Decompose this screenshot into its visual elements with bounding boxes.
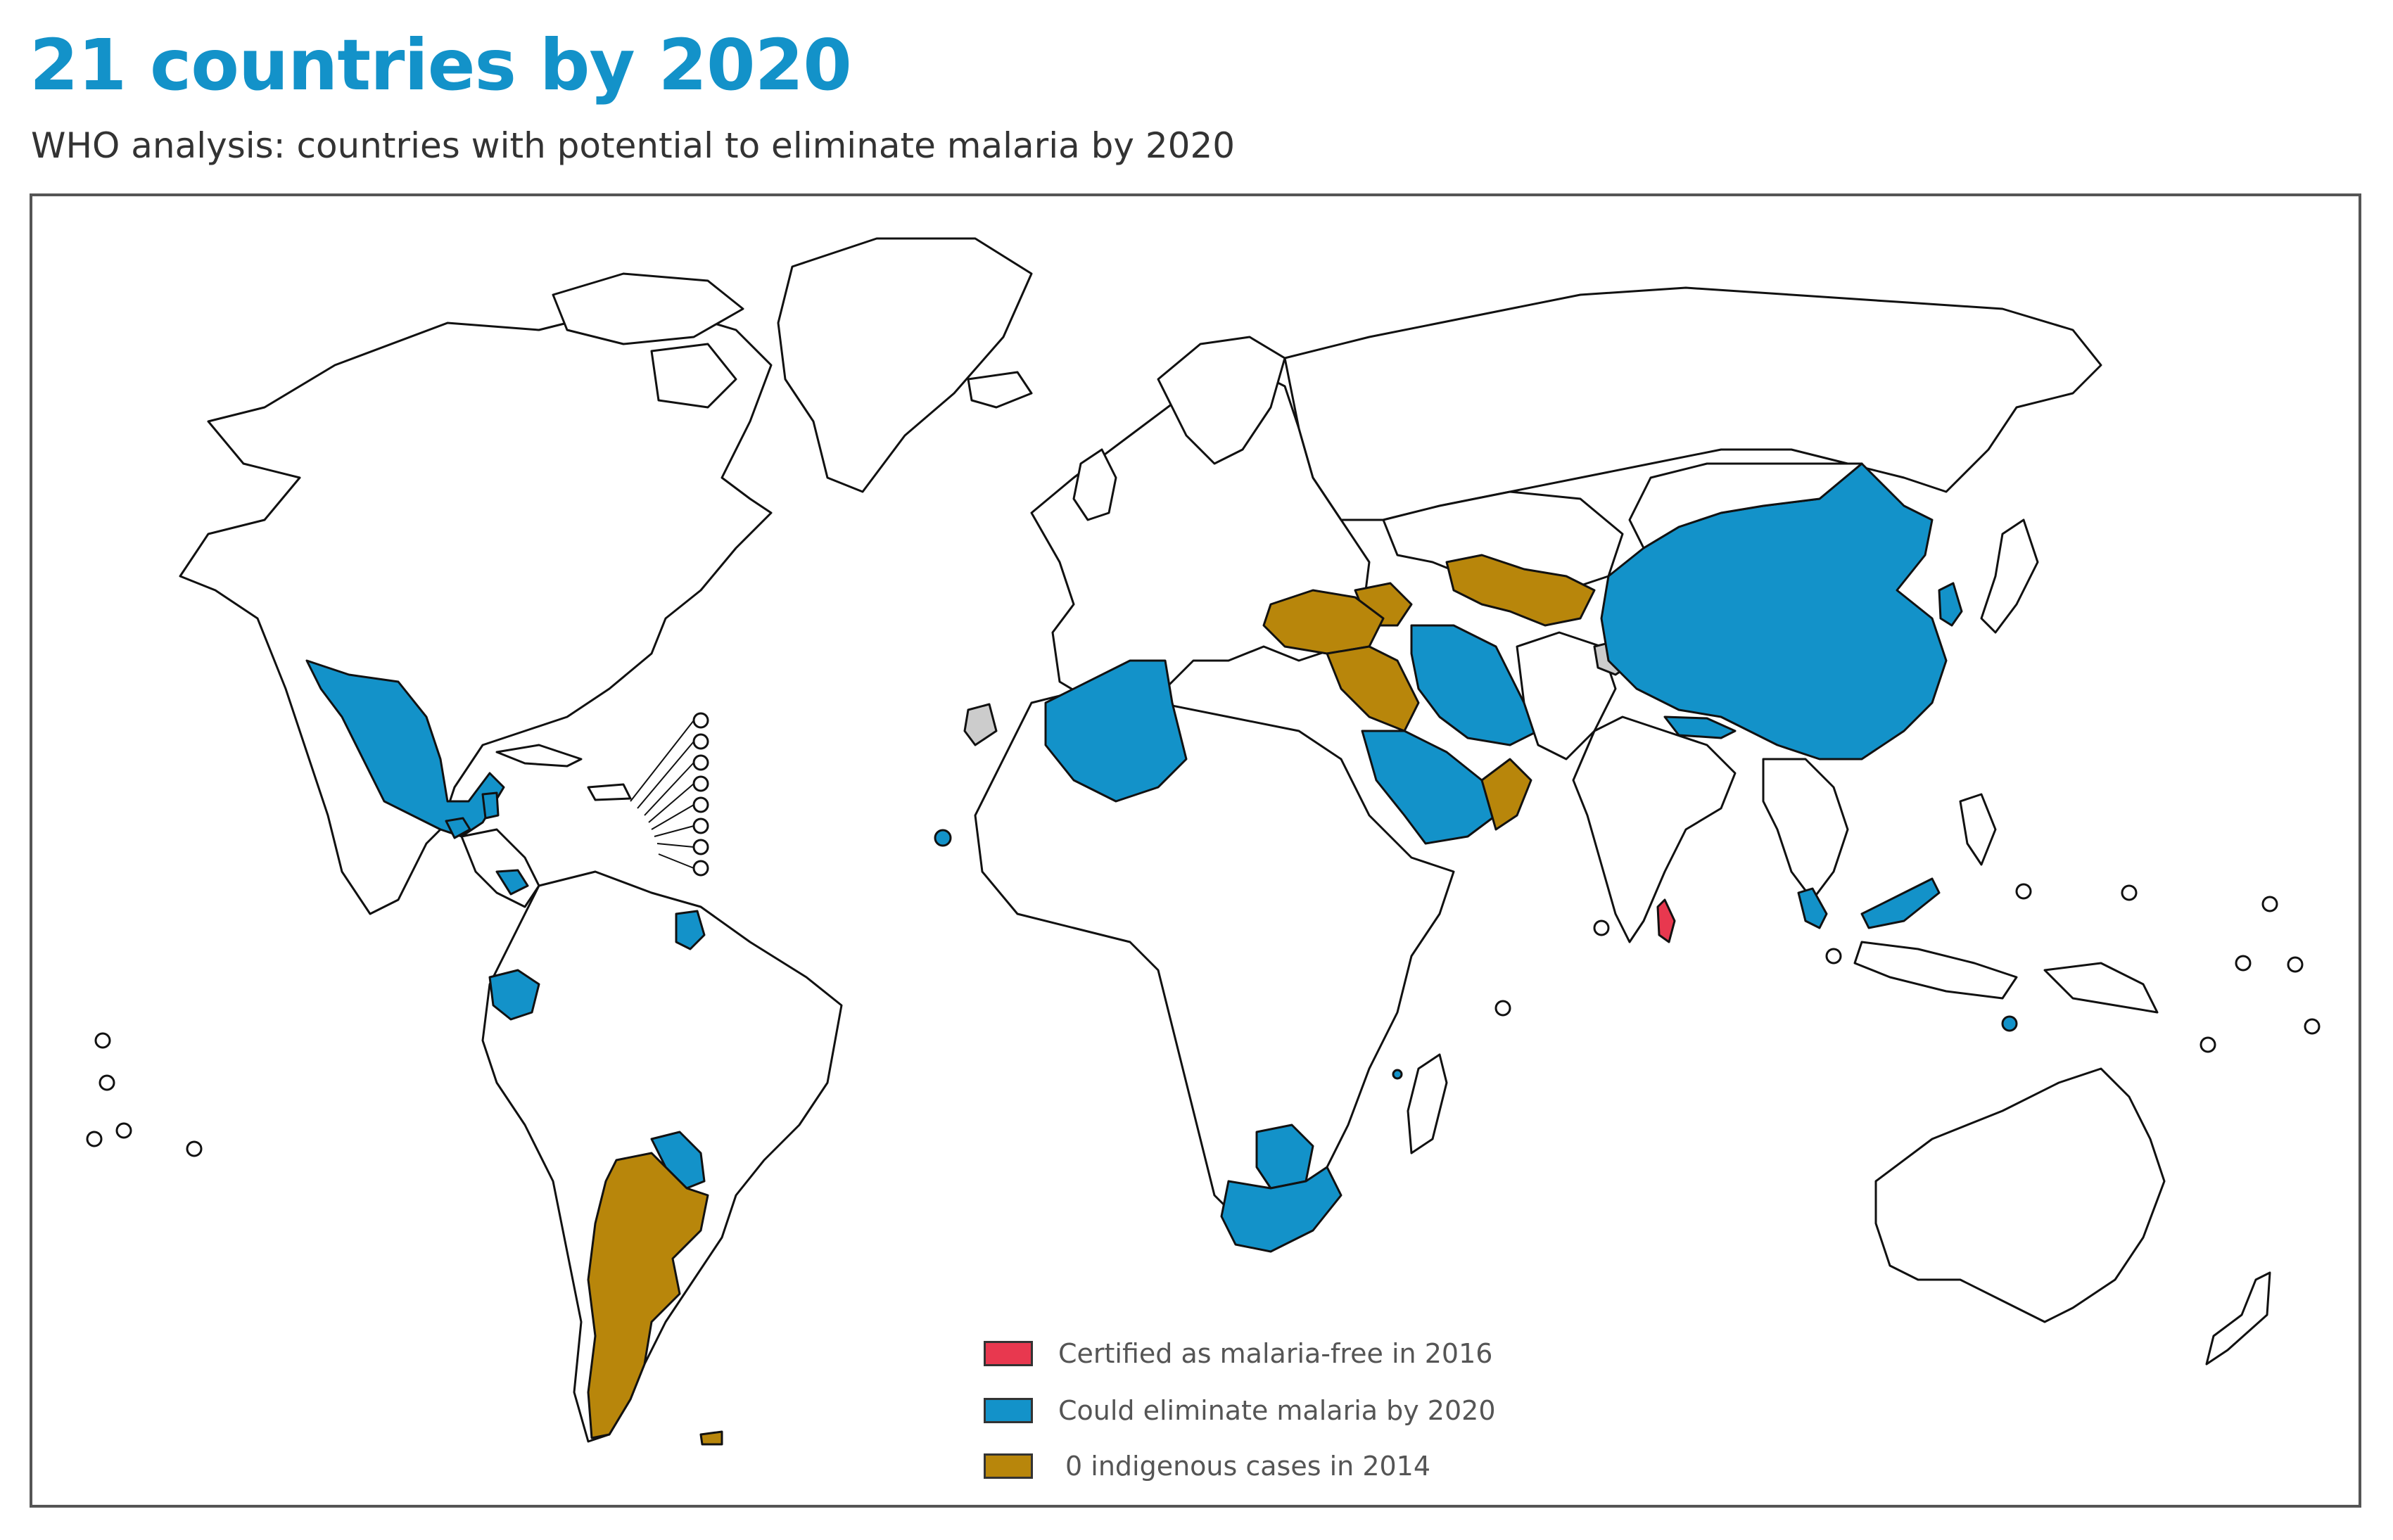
region-oman — [1480, 758, 1532, 831]
map-frame — [30, 193, 2361, 1508]
region-el-salvador — [445, 817, 471, 839]
region-nepal-bhutan — [1663, 715, 1737, 739]
region-malaysia-borneo — [1860, 877, 1941, 929]
region-indonesia — [1853, 941, 2018, 1000]
region-arctic-islands — [552, 272, 744, 345]
region-timor-leste — [2001, 1015, 2018, 1032]
region-uzbek-tajik — [1445, 554, 1596, 627]
page-title: 21 countries by 2020 — [30, 24, 852, 106]
region-new-zealand — [2205, 1271, 2271, 1366]
region-central-america — [460, 828, 540, 908]
region-greenland — [777, 237, 1033, 493]
region-comoros — [1392, 1069, 1403, 1080]
region-syria-iraq — [1326, 645, 1420, 732]
region-madagascar — [1407, 1053, 1448, 1154]
region-japan — [1980, 518, 2039, 634]
legend-label-certified: Certified as malaria-free in 2016 — [1058, 1338, 1493, 1369]
legend-item-certified: Certified as malaria-free in 2016 — [984, 1337, 1617, 1372]
region-papua-new-guinea — [2043, 962, 2159, 1014]
legend-label-could-eliminate: Could eliminate malaria by 2020 — [1058, 1395, 1496, 1426]
region-scandinavia — [1157, 336, 1286, 465]
legend-swatch-zero-indigenous — [984, 1453, 1033, 1479]
region-mongolia — [1628, 462, 1863, 549]
region-uk — [1072, 448, 1117, 521]
region-india — [1572, 715, 1737, 943]
region-argentina — [587, 1152, 709, 1439]
legend-item-could-eliminate: Could eliminate malaria by 2020 — [984, 1394, 1617, 1429]
region-iran — [1410, 624, 1540, 746]
region-central-asia — [1382, 490, 1624, 592]
region-hispaniola — [587, 783, 632, 801]
region-south-africa — [1220, 1166, 1343, 1253]
region-iceland — [967, 371, 1033, 409]
region-suriname — [675, 910, 706, 950]
legend-label-zero-indigenous: 0 indigenous cases in 2014 — [1065, 1451, 1431, 1482]
region-korea — [1938, 582, 1963, 627]
legend-swatch-could-eliminate — [984, 1398, 1033, 1423]
region-costa-rica — [495, 869, 529, 896]
region-malaysia-peninsula — [1797, 887, 1828, 929]
region-belize — [481, 791, 500, 820]
region-algeria — [1044, 659, 1188, 803]
page-subtitle: WHO analysis: countries with potential t… — [31, 125, 1236, 166]
region-arctic-islands-2 — [650, 343, 737, 409]
region-philippines — [1959, 793, 1997, 866]
region-cuba — [495, 744, 583, 768]
region-australia — [1874, 1067, 2166, 1323]
legend-swatch-certified — [984, 1341, 1033, 1366]
region-southeast-asia — [1762, 758, 1849, 901]
region-ecuador — [488, 969, 540, 1021]
caribbean-leaders — [630, 720, 694, 869]
region-falklands — [699, 1430, 723, 1446]
legend-item-zero-indigenous: 0 indigenous cases in 2014 — [984, 1449, 1617, 1484]
region-saudi-arabia — [1361, 730, 1497, 845]
region-cabo-verde — [934, 829, 952, 847]
region-western-sahara — [963, 703, 998, 746]
region-sri-lanka — [1656, 898, 1676, 943]
world-map — [86, 237, 2321, 1446]
